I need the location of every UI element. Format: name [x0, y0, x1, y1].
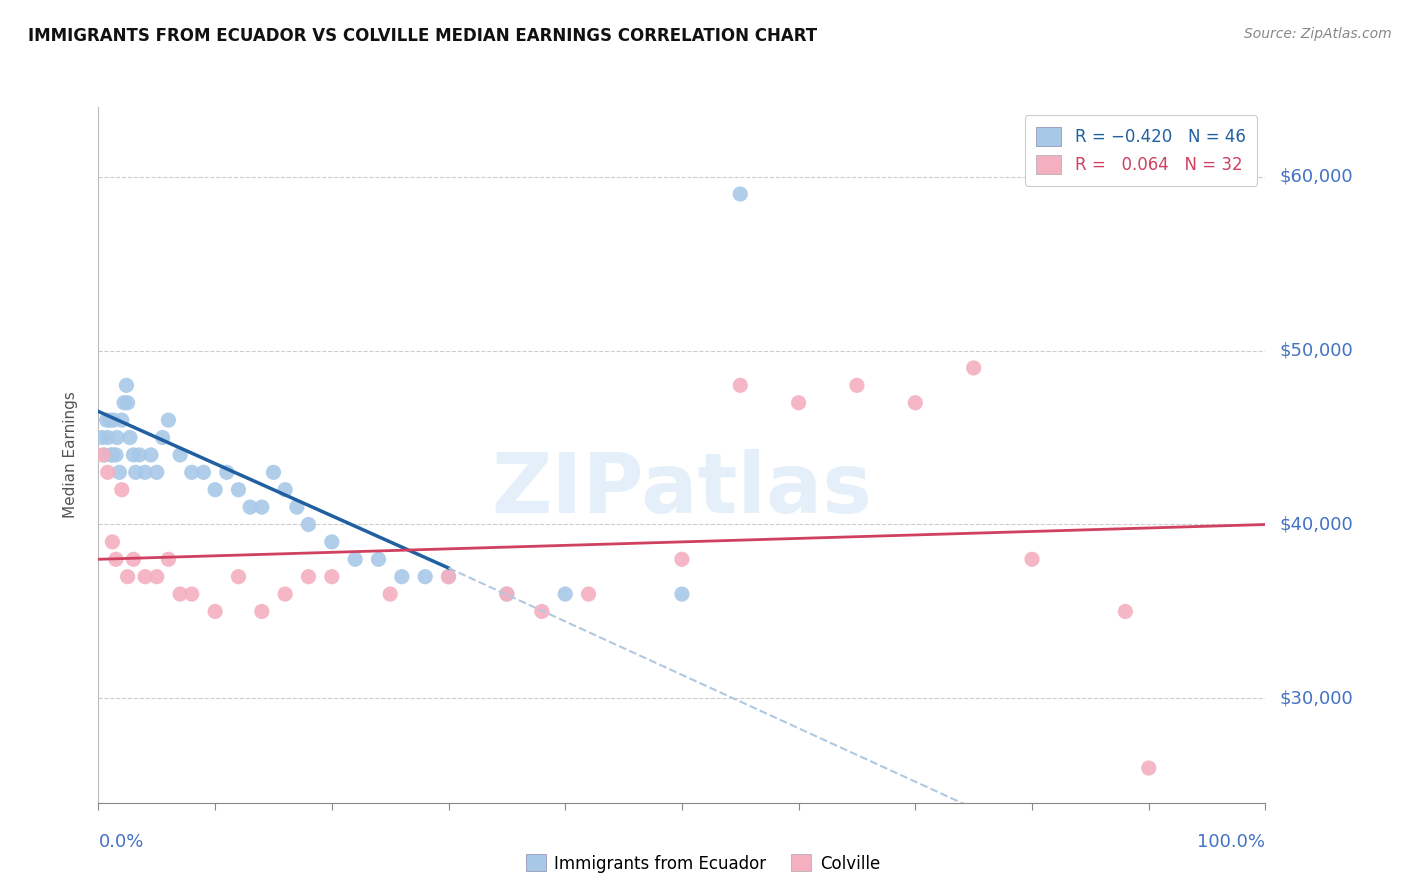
Point — [96, 413, 118, 427]
Point — [91, 448, 114, 462]
Point — [169, 448, 191, 462]
Point — [104, 448, 127, 462]
Text: 0.0%: 0.0% — [98, 833, 143, 851]
Point — [297, 570, 319, 584]
Point — [97, 430, 120, 444]
Point — [554, 587, 576, 601]
Point — [108, 466, 131, 480]
Point — [730, 378, 752, 392]
Point — [122, 448, 145, 462]
Point — [122, 552, 145, 566]
Point — [105, 430, 128, 444]
Text: $40,000: $40,000 — [1279, 516, 1353, 533]
Legend: Immigrants from Ecuador, Colville: Immigrants from Ecuador, Colville — [519, 847, 887, 880]
Text: Source: ZipAtlas.com: Source: ZipAtlas.com — [1244, 27, 1392, 41]
Text: 100.0%: 100.0% — [1198, 833, 1265, 851]
Point — [180, 587, 202, 601]
Point — [104, 552, 127, 566]
Point — [204, 483, 226, 497]
Point — [90, 430, 112, 444]
Point — [115, 378, 138, 392]
Point — [228, 570, 250, 584]
Point — [321, 534, 343, 549]
Point — [157, 413, 180, 427]
Y-axis label: Median Earnings: Median Earnings — [63, 392, 77, 518]
Point — [671, 587, 693, 601]
Point — [134, 570, 156, 584]
Point — [239, 500, 262, 514]
Point — [437, 570, 460, 584]
Point — [274, 483, 297, 497]
Point — [93, 448, 115, 462]
Point — [146, 570, 169, 584]
Point — [118, 430, 141, 444]
Point — [134, 466, 156, 480]
Text: ZIPatlas: ZIPatlas — [492, 450, 872, 530]
Point — [157, 552, 180, 566]
Point — [904, 395, 927, 409]
Point — [98, 413, 121, 427]
Point — [671, 552, 693, 566]
Point — [100, 448, 122, 462]
Point — [787, 395, 810, 409]
Point — [413, 570, 436, 584]
Point — [378, 587, 402, 601]
Point — [97, 466, 120, 480]
Point — [250, 605, 273, 619]
Point — [262, 466, 284, 480]
Point — [845, 378, 868, 392]
Point — [344, 552, 367, 566]
Point — [111, 413, 134, 427]
Point — [112, 395, 135, 409]
Point — [215, 466, 238, 480]
Text: $30,000: $30,000 — [1279, 690, 1353, 707]
Text: IMMIGRANTS FROM ECUADOR VS COLVILLE MEDIAN EARNINGS CORRELATION CHART: IMMIGRANTS FROM ECUADOR VS COLVILLE MEDI… — [28, 27, 817, 45]
Point — [228, 483, 250, 497]
Point — [204, 605, 226, 619]
Point — [297, 517, 319, 532]
Point — [1114, 605, 1136, 619]
Legend: R = −0.420   N = 46, R =   0.064   N = 32: R = −0.420 N = 46, R = 0.064 N = 32 — [1025, 115, 1257, 186]
Point — [962, 360, 984, 375]
Point — [250, 500, 273, 514]
Point — [101, 534, 124, 549]
Point — [274, 587, 297, 601]
Point — [103, 413, 125, 427]
Point — [101, 448, 124, 462]
Point — [117, 395, 139, 409]
Point — [530, 605, 553, 619]
Point — [111, 483, 134, 497]
Point — [285, 500, 308, 514]
Point — [495, 587, 517, 601]
Point — [117, 570, 139, 584]
Point — [730, 186, 752, 201]
Point — [1021, 552, 1043, 566]
Point — [193, 466, 215, 480]
Point — [367, 552, 389, 566]
Point — [437, 570, 460, 584]
Point — [180, 466, 202, 480]
Point — [578, 587, 600, 601]
Point — [169, 587, 191, 601]
Point — [1137, 761, 1160, 775]
Text: $50,000: $50,000 — [1279, 342, 1353, 359]
Point — [128, 448, 150, 462]
Point — [152, 430, 174, 444]
Point — [321, 570, 343, 584]
Point — [495, 587, 517, 601]
Text: $60,000: $60,000 — [1279, 168, 1353, 186]
Point — [146, 466, 169, 480]
Point — [139, 448, 162, 462]
Point — [125, 466, 148, 480]
Point — [391, 570, 413, 584]
